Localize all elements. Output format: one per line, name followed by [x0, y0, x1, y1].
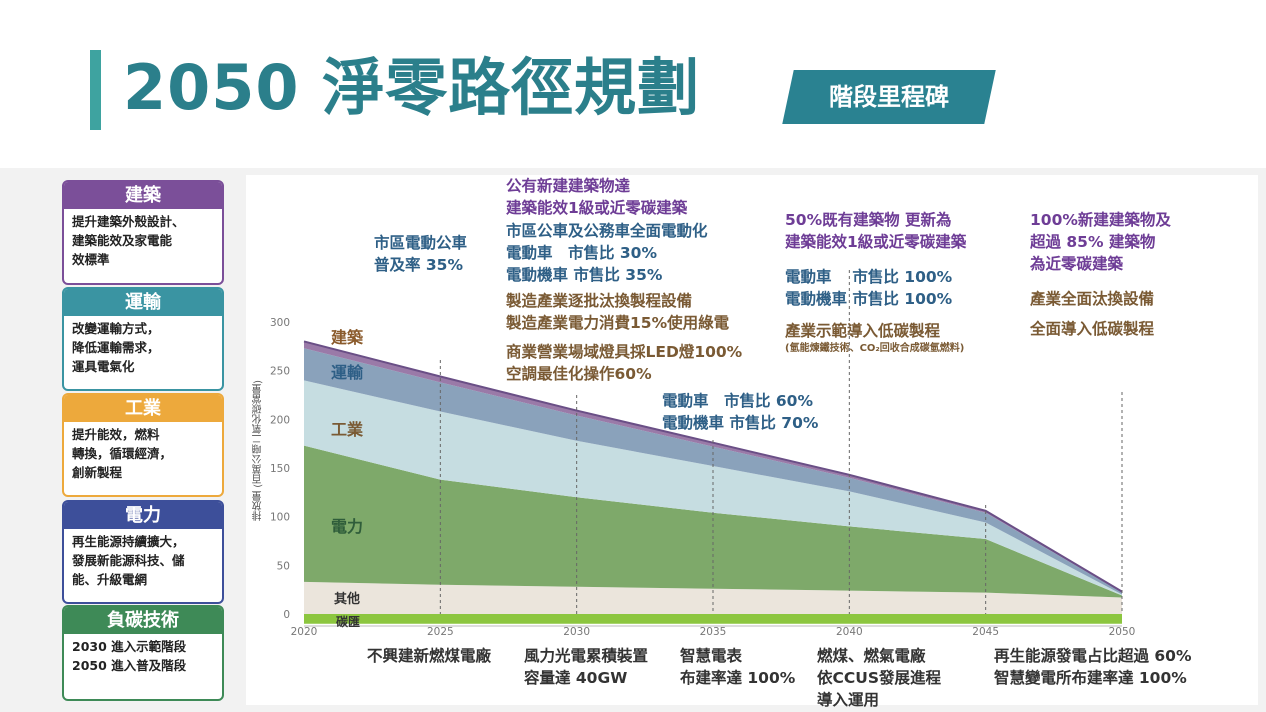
card-line: 提升建築外殼設計、 [72, 214, 185, 229]
card-title: 負碳技術 [64, 607, 222, 634]
card-title: 運輸 [64, 289, 222, 316]
card-title: 電力 [64, 502, 222, 529]
series-label-other: 其他 [334, 591, 360, 607]
series-label-industry: 工業 [331, 420, 364, 439]
area-transport [304, 348, 1122, 595]
card-line: 降低運輸需求， [72, 340, 160, 355]
area-power [304, 445, 1122, 598]
y-tick-label: 150 [270, 463, 290, 475]
y-axis-label: 排放量 (百萬公噸二氧化碳當量) [253, 380, 264, 521]
annotation-2040-transport: 電動車 市售比 100% 電動機車 市售比 100% [785, 268, 953, 308]
annotation-2050-buildings: 100%新建建築物及 超過 85% 建築物 為近零碳建築 [1030, 211, 1171, 273]
page-title: 2050 淨零路徑規劃 [123, 51, 701, 124]
annotation-2050-industry: 產業全面汰換設備 全面導入低碳製程 [1030, 290, 1155, 338]
card-body: 改變運輸方式， 降低運輸需求， 運具電氣化 [64, 316, 222, 379]
card-negative-carbon: 負碳技術 2030 進入示範階段 2050 進入普及階段 [62, 605, 224, 701]
milestone-badge: 階段里程碑 [829, 83, 949, 111]
y-tick-label: 200 [270, 414, 290, 426]
card-line: 2050 進入普及階段 [72, 658, 187, 673]
card-line: 轉換，循環經濟， [72, 446, 173, 461]
card-line: 再生能源持續擴大， [72, 534, 185, 549]
card-line: 發展新能源科技、儲 [72, 553, 185, 568]
x-tick-label: 2035 [700, 626, 727, 638]
x-tick-label: 2045 [972, 626, 999, 638]
annotation-2025-bus: 市區電動公車 普及率 35% [374, 234, 468, 274]
annotation-2030-commercial: 商業營業場域燈具採LED燈100% 空調最佳化操作60% [506, 343, 743, 383]
x-tick-label: 2020 [291, 626, 318, 638]
note-2030-renewables: 風力光電累積裝置 容量達 40GW [524, 647, 649, 687]
card-line: 提升能效，燃料 [72, 427, 160, 442]
y-tick-label: 300 [270, 317, 290, 329]
y-tick-label: 100 [270, 512, 290, 524]
card-line: 效標準 [72, 252, 110, 267]
card-line: 2030 進入示範階段 [72, 639, 187, 654]
annotation-2040-industry: 產業示範導入低碳製程 (氫能煉鐵技術、CO₂回收合成碳氫燃料) [785, 322, 965, 354]
area-carbon-sink [304, 614, 1122, 624]
area-building [304, 341, 1122, 593]
annotation-2030-buildings: 公有新建建築物達 建築能效1級或近零碳建築 [506, 177, 688, 217]
note-2040-ccus: 燃煤、燃氣電廠 依CCUS發展進程 導入運用 [817, 647, 942, 709]
card-building: 建築 提升建築外殼設計、 建築能效及家電能 效標準 [62, 180, 224, 285]
title-accent-bar [90, 50, 101, 130]
annotation-2035-transport: 電動車 市售比 60% 電動機車 市售比 70% [662, 392, 819, 432]
card-transport: 運輸改變運輸方式， 降低運輸需求， 運具電氣化 [62, 287, 224, 391]
card-title: 建築 [64, 182, 222, 209]
annotation-2030-transport: 市區公車及公務車全面電動化 電動車 市售比 30% 電動機車 市售比 35% [506, 222, 708, 284]
card-body: 2030 進入示範階段 2050 進入普及階段 [64, 634, 222, 678]
series-label-power: 電力 [331, 517, 363, 536]
series-label-transport: 運輸 [331, 363, 364, 382]
card-line: 創新製程 [72, 465, 123, 480]
x-tick-label: 2040 [836, 626, 863, 638]
y-tick-label: 250 [270, 366, 290, 378]
header: 2050 淨零路徑規劃 階段里程碑 [0, 0, 1266, 168]
note-2050-grid: 再生能源發電占比超過 60% 智慧變電所布建率達 100% [994, 647, 1192, 687]
series-label-carbon-sink: 碳匯 [336, 614, 360, 629]
x-tick-label: 2025 [427, 626, 454, 638]
x-tick-label: 2050 [1109, 626, 1136, 638]
card-line: 能、升級電網 [72, 572, 148, 587]
y-tick-label: 50 [277, 560, 290, 572]
card-body: 再生能源持續擴大， 發展新能源科技、儲 能、升級電網 [64, 529, 222, 592]
card-line: 改變運輸方式， [72, 321, 160, 336]
card-body: 提升能效，燃料 轉換，循環經濟， 創新製程 [64, 422, 222, 485]
note-2035-smart-meter: 智慧電表 布建率達 100% [680, 647, 796, 687]
note-2025-coal: 不興建新燃煤電廠 [367, 647, 492, 665]
card-industry: 工業提升能效，燃料 轉換，循環經濟， 創新製程 [62, 393, 224, 497]
area-industry [304, 380, 1122, 596]
card-body: 提升建築外殼設計、 建築能效及家電能 效標準 [64, 209, 222, 272]
x-tick-label: 2030 [563, 626, 590, 638]
card-title: 工業 [64, 395, 222, 422]
y-tick-label: 0 [283, 609, 290, 621]
card-power: 電力再生能源持續擴大， 發展新能源科技、儲 能、升級電網 [62, 500, 224, 604]
card-line: 建築能效及家電能 [72, 233, 173, 248]
annotation-2040-buildings: 50%既有建築物 更新為 建築能效1級或近零碳建築 [785, 211, 967, 251]
card-line: 運具電氣化 [72, 359, 135, 374]
series-label-building: 建築 [331, 328, 364, 347]
annotation-2030-industry: 製造產業逐批汰換製程設備 製造產業電力消費15%使用綠電 [506, 292, 730, 332]
